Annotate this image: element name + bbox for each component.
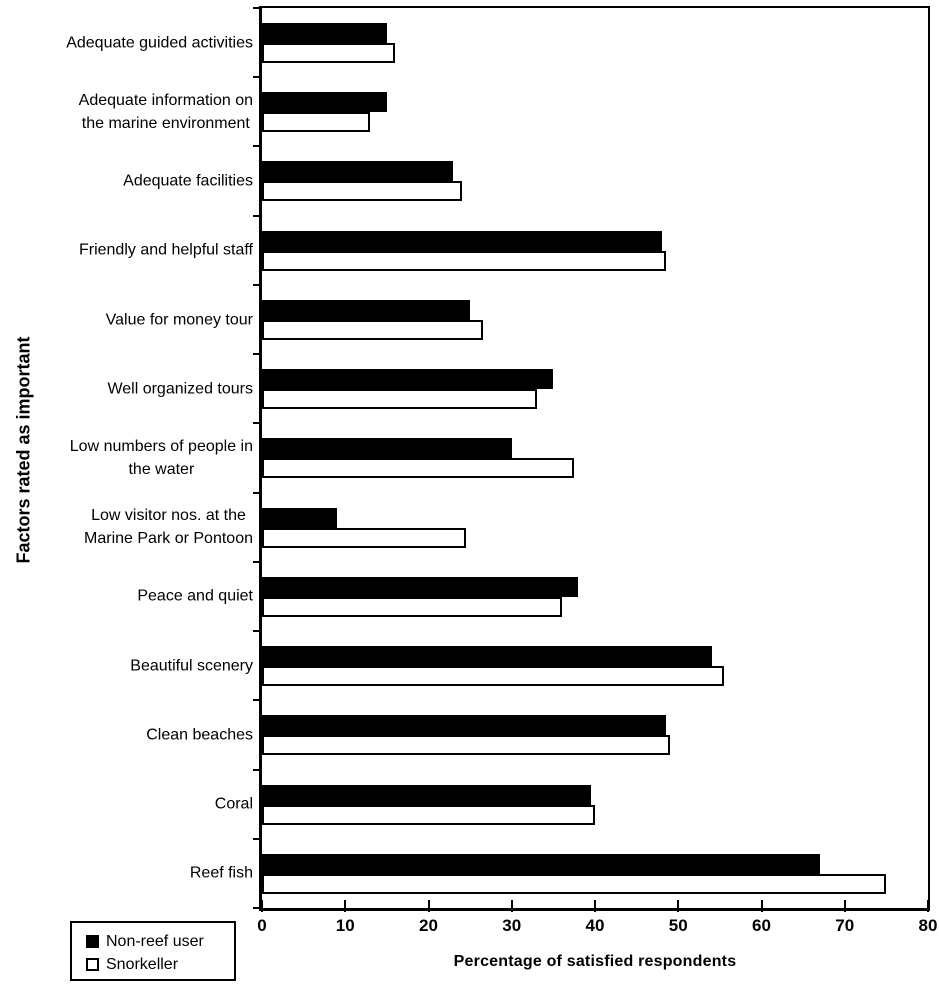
- bar-snorkeller: [262, 804, 595, 825]
- category-group: [262, 423, 928, 492]
- x-tick-label: 0: [257, 916, 267, 935]
- x-tick-label: 10: [335, 916, 355, 935]
- bar-non-reef-user: [262, 299, 471, 320]
- y-axis-tick: [253, 353, 260, 356]
- bar-non-reef-user: [262, 438, 512, 459]
- snorkeller-swatch-icon: [86, 958, 99, 971]
- category-label: Well organized tours: [107, 380, 253, 398]
- category-label: Adequate information on the marine envir…: [78, 91, 253, 132]
- category-group: [262, 700, 928, 769]
- category-label: Beautiful scenery: [130, 657, 253, 675]
- category-label: Coral: [214, 795, 253, 813]
- x-axis-tick: [594, 900, 596, 912]
- bar-snorkeller: [262, 112, 371, 133]
- legend-item-snorkeller: Snorkeller: [86, 953, 234, 976]
- bar-snorkeller: [262, 873, 887, 894]
- x-tick-label: 70: [835, 916, 855, 935]
- y-axis-title: Factors rated as important: [13, 336, 34, 564]
- y-axis-tick: [253, 491, 260, 494]
- category-group: [262, 770, 928, 839]
- plot-area: [259, 6, 930, 911]
- category-label: Value for money tour: [105, 310, 253, 328]
- y-axis-tick: [253, 214, 260, 217]
- bar-non-reef-user: [262, 230, 662, 251]
- legend: Non-reef user Snorkeller: [70, 921, 236, 981]
- bar-non-reef-user: [262, 715, 666, 736]
- category-label: Adequate facilities: [123, 172, 253, 190]
- x-tick-label: 20: [419, 916, 438, 935]
- x-axis-tick: [510, 900, 513, 912]
- bar-snorkeller: [262, 181, 462, 202]
- category-group: [262, 562, 928, 631]
- bar-snorkeller: [262, 250, 666, 271]
- bar-non-reef-user: [262, 784, 591, 805]
- legend-item-non-reef-user: Non-reef user: [86, 930, 234, 953]
- bar-snorkeller: [262, 389, 537, 410]
- bar-non-reef-user: [262, 853, 820, 874]
- bar-non-reef-user: [262, 92, 387, 113]
- bar-snorkeller: [262, 527, 466, 548]
- category-group: [262, 8, 928, 77]
- y-axis-tick: [253, 699, 260, 702]
- category-group: [262, 77, 928, 146]
- bar-snorkeller: [262, 458, 575, 479]
- bar-snorkeller: [262, 666, 725, 687]
- non-reef-user-swatch-icon: [86, 935, 99, 948]
- bar-snorkeller: [262, 319, 483, 340]
- y-axis-tick: [253, 630, 260, 633]
- category-group: [262, 285, 928, 354]
- x-tick-label: 60: [752, 916, 771, 935]
- bar-non-reef-user: [262, 646, 712, 667]
- y-axis-tick: [253, 422, 260, 425]
- category-label: Reef fish: [189, 864, 253, 882]
- x-axis-tick: [927, 900, 929, 912]
- y-axis-tick: [253, 837, 260, 840]
- y-axis-tick: [253, 283, 260, 286]
- legend-label-non-reef-user: Non-reef user: [106, 932, 204, 950]
- bar-non-reef-user: [262, 507, 337, 528]
- x-axis-title: Percentage of satisfied respondents: [453, 953, 737, 970]
- x-axis-tick: [843, 900, 846, 912]
- category-label: Peace and quiet: [137, 587, 253, 605]
- x-tick-label: 40: [585, 916, 605, 935]
- y-axis-tick: [253, 768, 260, 771]
- category-group: [262, 631, 928, 700]
- y-axis-tick: [253, 7, 260, 9]
- bar-non-reef-user: [262, 161, 454, 182]
- bar-non-reef-user: [262, 576, 579, 597]
- category-group: [262, 839, 928, 908]
- x-axis-tick: [427, 900, 430, 912]
- category-label: Clean beaches: [146, 726, 253, 744]
- category-group: [262, 146, 928, 215]
- y-axis-tick: [253, 560, 260, 563]
- bar-snorkeller: [262, 596, 562, 617]
- category-label: Low numbers of people in the water: [69, 437, 253, 478]
- bar-non-reef-user: [262, 23, 387, 43]
- x-axis-tick: [344, 900, 347, 912]
- x-axis-tick: [261, 900, 263, 912]
- x-tick-label: 80: [918, 916, 938, 935]
- x-axis-tick: [677, 900, 680, 912]
- category-group: [262, 354, 928, 423]
- y-axis-tick: [253, 907, 260, 909]
- category-label: Low visitor nos. at the Marine Park or P…: [84, 507, 253, 548]
- x-tick-label: 30: [502, 916, 522, 935]
- category-group: [262, 493, 928, 562]
- category-label: Adequate guided activities: [66, 34, 253, 52]
- legend-label-snorkeller: Snorkeller: [106, 955, 179, 973]
- y-axis-tick: [253, 145, 260, 148]
- x-axis-tick: [760, 900, 763, 912]
- category-group: [262, 216, 928, 285]
- x-tick-label: 50: [668, 916, 688, 935]
- bar-snorkeller: [262, 735, 670, 756]
- bar-snorkeller: [262, 43, 396, 63]
- y-axis-tick: [253, 76, 260, 79]
- bar-non-reef-user: [262, 369, 554, 390]
- category-label: Friendly and helpful staff: [78, 241, 253, 259]
